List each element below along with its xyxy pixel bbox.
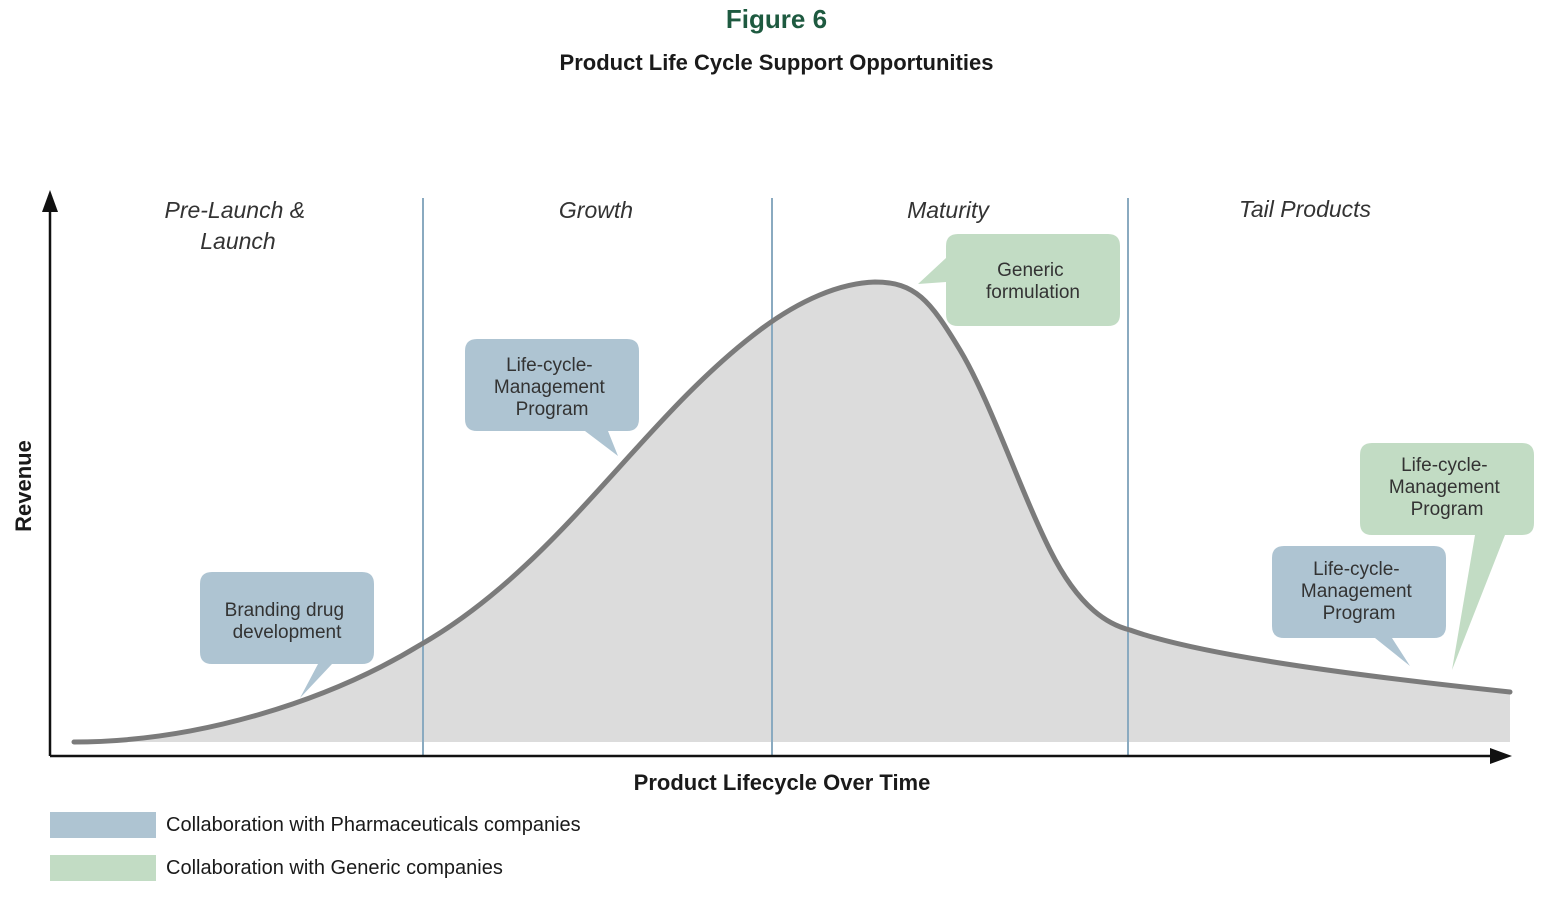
revenue-curve xyxy=(71,279,1513,745)
y-axis-label: Revenue xyxy=(11,440,36,532)
callout-branding-drug-development: Branding drug development xyxy=(200,572,374,698)
callout-lifecycle-management-tail-generic: Life-cycle- Management Program xyxy=(1360,443,1534,670)
callout-text: Generic formulation xyxy=(986,260,1080,303)
x-axis-arrow-icon xyxy=(1490,748,1512,764)
callout-lifecycle-management-tail-pharma: Life-cycle- Management Program xyxy=(1272,546,1446,666)
callout-lifecycle-management-growth: Life-cycle- Management Program xyxy=(465,339,639,456)
callout-bubble xyxy=(918,234,1120,326)
callout-bubble xyxy=(465,339,639,456)
legend-swatch xyxy=(50,812,156,838)
figure-label: Figure 6 xyxy=(725,4,828,34)
y-axis-arrow-icon xyxy=(42,190,58,212)
legend-label: Collaboration with Pharmaceuticals compa… xyxy=(166,813,581,836)
legend-swatch xyxy=(50,855,156,881)
figure-title: Product Life Cycle Support Opportunities xyxy=(559,50,994,75)
callout-bubble xyxy=(1272,546,1446,666)
phase-label-maturity: Maturity xyxy=(907,197,990,223)
callout-bubble xyxy=(1360,443,1534,670)
callout-text: Branding drug development xyxy=(225,600,350,643)
phase-label-prelaunch: Pre-Launch & Launch xyxy=(164,197,311,254)
x-axis-label: Product Lifecycle Over Time xyxy=(634,770,931,795)
callout-text: Life-cycle- Management Program xyxy=(494,355,610,420)
legend-item-generic: Collaboration with Generic companies xyxy=(50,855,503,881)
revenue-area xyxy=(74,282,1510,742)
callout-bubble xyxy=(200,572,374,698)
phase-label-growth: Growth xyxy=(559,197,633,223)
callout-text: Life-cycle- Management Program xyxy=(1301,559,1417,624)
legend-item-pharma: Collaboration with Pharmaceuticals compa… xyxy=(50,812,581,838)
callout-generic-formulation: Generic formulation xyxy=(918,234,1120,326)
callout-text: Life-cycle- Management Program xyxy=(1389,455,1505,520)
phase-label-tail: Tail Products xyxy=(1239,196,1372,222)
legend-label: Collaboration with Generic companies xyxy=(166,856,503,879)
